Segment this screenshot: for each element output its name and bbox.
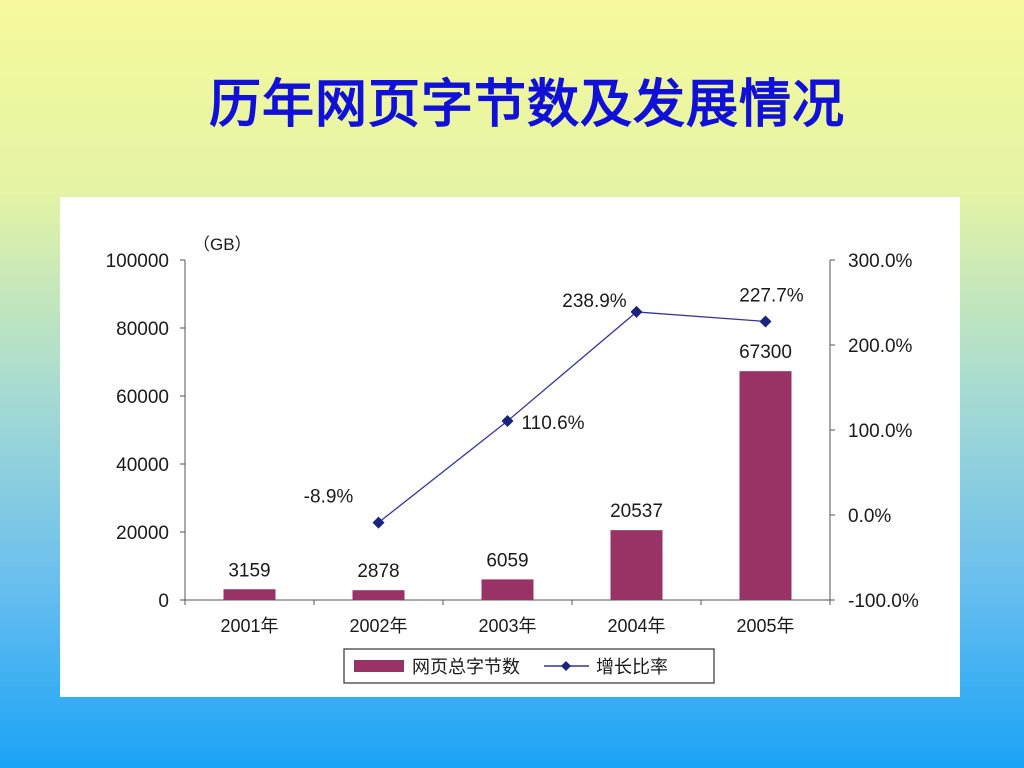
right-tick-label: 200.0% — [848, 336, 913, 357]
left-tick-label: 0 — [158, 591, 169, 612]
legend-box — [343, 648, 715, 684]
x-tick-label: 2001年 — [220, 616, 278, 636]
bar-data-label: 6059 — [486, 550, 528, 571]
legend-swatch-bar — [354, 660, 404, 672]
left-axis-unit: （GB） — [193, 235, 252, 254]
slide-title: 历年网页字节数及发展情况 — [208, 75, 845, 135]
bar-data-label: 3159 — [228, 560, 270, 581]
line-data-label: 238.9% — [562, 291, 627, 312]
right-tick-label: -100.0% — [848, 591, 919, 612]
x-tick-label: 2005年 — [736, 616, 794, 636]
line-data-label: 227.7% — [739, 285, 804, 306]
left-tick-label: 100000 — [106, 251, 169, 272]
line-data-label: 110.6% — [522, 413, 585, 434]
right-tick-label: 100.0% — [848, 421, 913, 442]
bar — [610, 530, 663, 600]
left-tick-label: 40000 — [116, 455, 169, 476]
growth-rate-line — [378, 311, 766, 524]
right-tick-label: 0.0% — [848, 506, 891, 527]
right-tick-label: 300.0% — [848, 251, 913, 272]
left-tick-label: 60000 — [116, 387, 169, 408]
left-tick-label: 20000 — [116, 523, 169, 544]
bar-data-label: 20537 — [610, 501, 663, 522]
line-marker — [501, 414, 514, 427]
line-marker — [759, 315, 772, 328]
bar — [223, 589, 276, 600]
legend-swatch-marker — [561, 661, 571, 671]
bar — [481, 579, 534, 600]
chart-panel: 0 20000 40000 60000 80000 100000 （GB） -100.0% 0.… — [60, 197, 960, 697]
legend-label-line: 增长比率 — [596, 657, 668, 677]
legend-label-bar: 网页总字节数 — [412, 657, 520, 677]
x-tick-label: 2002年 — [349, 616, 407, 636]
bar — [352, 590, 405, 600]
bar — [739, 371, 792, 600]
bar-data-label: 67300 — [739, 342, 792, 363]
x-tick-label: 2003年 — [478, 616, 536, 636]
x-tick-label: 2004年 — [607, 616, 665, 636]
line-data-label: -8.9% — [304, 487, 354, 508]
bar-data-label: 2878 — [357, 561, 399, 582]
line-marker — [372, 516, 385, 529]
left-tick-label: 80000 — [116, 319, 169, 340]
combo-chart: 0 20000 40000 60000 80000 100000 （GB） -100.0% 0.… — [106, 235, 919, 684]
line-marker — [630, 305, 643, 318]
